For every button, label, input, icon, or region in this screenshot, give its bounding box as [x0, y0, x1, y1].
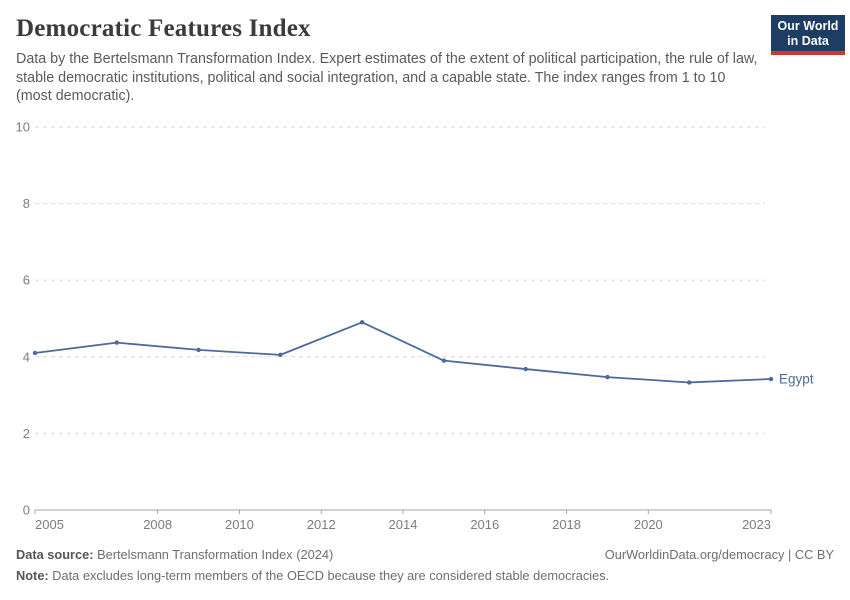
x-axis-label: 2018: [552, 517, 581, 532]
note-label: Note:: [16, 567, 49, 583]
data-point[interactable]: [687, 380, 692, 385]
y-axis-label: 2: [23, 426, 30, 441]
owid-logo-line1: Our World: [777, 19, 839, 33]
x-axis-label: 2008: [143, 517, 172, 532]
note-text: Data excludes long-term members of the O…: [48, 567, 610, 583]
x-axis-label: 2012: [307, 517, 336, 532]
data-point[interactable]: [359, 320, 365, 325]
data-point[interactable]: [278, 352, 283, 358]
data-point[interactable]: [768, 376, 774, 382]
y-axis-label: 8: [23, 196, 30, 211]
x-axis-label: 2020: [634, 517, 663, 532]
x-axis-label: 2010: [225, 517, 254, 532]
data-point[interactable]: [114, 340, 119, 345]
data-point[interactable]: [523, 366, 528, 372]
y-axis-label: 10: [16, 120, 30, 135]
line-chart-svg: 0 2 4 6 8 10 2005 2008 2010 2012 2014 2016 2018 2020 2…: [16, 120, 814, 533]
y-axis-label: 0: [23, 503, 30, 518]
owid-logo-line2: in Data: [787, 33, 829, 48]
x-axis-label: 2016: [470, 517, 499, 532]
page-title: Democratic Features Index: [16, 15, 311, 42]
x-axis-label: 2014: [389, 517, 418, 532]
chart-area[interactable]: 0 2 4 6 8 10 2005 2008 2010 2012 2014 2016 2018 2020 2…: [0, 115, 850, 537]
x-axis-label: 2005: [35, 517, 64, 532]
note-line: Note: Data excludes long-term members of…: [16, 568, 834, 584]
y-axis-label: 4: [23, 349, 30, 364]
owid-logo[interactable]: Our World in Data: [771, 15, 845, 55]
credit-link[interactable]: OurWorldinData.org/democracy | CC BY: [604, 547, 834, 562]
data-source-label: Data source:: [16, 547, 94, 562]
data-point[interactable]: [196, 347, 201, 353]
data-point[interactable]: [605, 374, 610, 380]
x-axis-label: 2023: [742, 517, 771, 532]
data-source-text: Bertelsmann Transformation Index (2024): [93, 547, 334, 562]
y-axis-label: 6: [23, 273, 30, 288]
series-line-egypt[interactable]: [34, 321, 772, 384]
chart-subtitle: Data by the Bertelsmann Transformation I…: [16, 51, 758, 105]
chart-header: Democratic Features Index Data by the Be…: [0, 0, 850, 106]
chart-footer: Data source: Bertelsmann Transformation …: [16, 547, 834, 584]
data-point[interactable]: [32, 350, 38, 356]
series-end-label[interactable]: Egypt: [779, 372, 814, 387]
data-point[interactable]: [441, 358, 447, 363]
data-source-line: Data source: Bertelsmann Transformation …: [16, 547, 333, 563]
